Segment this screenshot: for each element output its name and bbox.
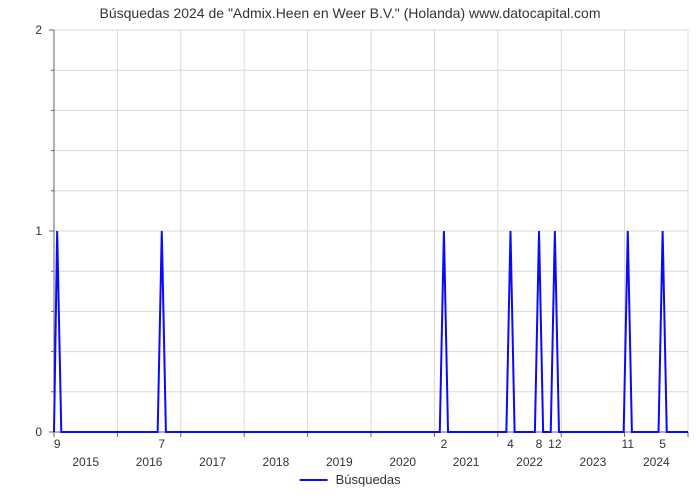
spike-value-label: 5 <box>659 437 666 451</box>
legend-label: Búsquedas <box>336 472 402 487</box>
x-year-label: 2016 <box>136 455 163 469</box>
spike-value-label: 2 <box>441 437 448 451</box>
x-year-label: 2020 <box>389 455 416 469</box>
spike-value-label: 12 <box>548 437 562 451</box>
y-tick-label: 1 <box>35 224 42 238</box>
chart-title: Búsquedas 2024 de "Admix.Heen en Weer B.… <box>100 5 601 21</box>
spike-value-label: 4 <box>507 437 514 451</box>
x-year-label: 2024 <box>643 455 670 469</box>
x-year-label: 2023 <box>580 455 607 469</box>
chart-svg: Búsquedas 2024 de "Admix.Heen en Weer B.… <box>0 0 700 500</box>
chart-container: Búsquedas 2024 de "Admix.Heen en Weer B.… <box>0 0 700 500</box>
x-year-label: 2018 <box>263 455 290 469</box>
spike-value-label: 9 <box>54 437 61 451</box>
spike-value-label: 8 <box>536 437 543 451</box>
x-year-label: 2022 <box>516 455 543 469</box>
spike-value-label: 7 <box>158 437 165 451</box>
spike-value-label: 11 <box>622 437 635 451</box>
x-year-label: 2019 <box>326 455 353 469</box>
x-year-label: 2021 <box>453 455 480 469</box>
y-tick-label: 0 <box>35 425 42 439</box>
x-year-label: 2017 <box>199 455 226 469</box>
x-year-label: 2015 <box>72 455 99 469</box>
y-tick-label: 2 <box>35 23 42 37</box>
